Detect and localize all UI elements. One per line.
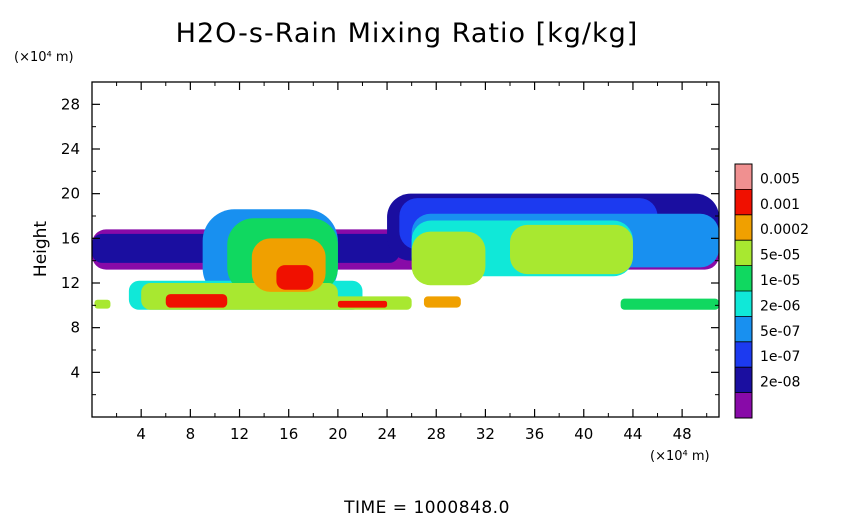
colorbar-swatch-4 (735, 291, 752, 317)
heatmap-field (92, 193, 719, 310)
heatmap-region-16 (337, 300, 388, 308)
x-tick-label-9: 40 (574, 425, 593, 443)
heatmap-region-19 (620, 298, 719, 310)
colorbar-swatch-8 (735, 189, 752, 215)
colorbar-swatch-6 (735, 240, 752, 266)
colorbar-label-6: 5e-07 (760, 324, 800, 340)
colorbar-label-4: 1e-05 (760, 273, 800, 289)
y-axis-unit: (×10⁴ m) (14, 50, 74, 65)
colorbar-swatch-9 (735, 164, 752, 190)
x-tick-label-3: 16 (279, 425, 298, 443)
x-tick-label-8: 36 (525, 425, 544, 443)
x-tick-label-6: 28 (427, 425, 446, 443)
colorbar-label-1: 0.001 (760, 197, 800, 213)
colorbar-label-7: 1e-07 (760, 349, 800, 365)
y-tick-label-0: 4 (70, 363, 80, 381)
chart-title: H2O-s-Rain Mixing Ratio [kg/kg] (176, 18, 639, 49)
colorbar-swatch-3 (735, 316, 752, 342)
heatmap-region-9 (510, 224, 633, 275)
y-tick-label-1: 8 (70, 319, 80, 337)
time-label: TIME = 1000848.0 (343, 498, 510, 518)
y-axis-label: Height (31, 221, 51, 278)
y-tick-label-2: 12 (61, 274, 80, 292)
y-tick-label-4: 20 (61, 185, 80, 203)
x-tick-label-1: 8 (186, 425, 196, 443)
x-tick-label-2: 12 (230, 425, 249, 443)
heatmap-region-18 (94, 299, 111, 309)
colorbar-label-8: 2e-08 (760, 375, 800, 391)
x-tick-label-4: 20 (328, 425, 347, 443)
x-tick-label-7: 32 (476, 425, 495, 443)
colorbar-label-0: 0.005 (760, 171, 800, 187)
y-axis: 4 8 12 16 20 24 28 (61, 81, 719, 396)
x-tick-label-0: 4 (136, 425, 146, 443)
colorbar-swatch-5 (735, 265, 752, 291)
heatmap-region-17 (423, 296, 461, 308)
colorbar-swatch-7 (735, 214, 752, 241)
colorbar-label-5: 2e-06 (760, 298, 800, 314)
heatmap-region-14 (276, 265, 314, 290)
x-tick-label-5: 24 (378, 425, 397, 443)
colorbar: 0.005 0.001 0.0002 5e-05 1e-05 2e-06 5e-07 1e-0… (734, 163, 809, 419)
heatmap-region-13 (165, 294, 228, 308)
x-axis-unit: (×10⁴ m) (650, 449, 710, 464)
y-tick-label-3: 16 (61, 229, 80, 247)
x-tick-label-10: 44 (623, 425, 642, 443)
colorbar-label-2: 0.0002 (760, 222, 809, 238)
y-tick-label-6: 28 (61, 95, 80, 113)
x-axis: 4 8 12 16 20 24 28 32 36 40 44 48 (116, 82, 708, 443)
colorbar-swatch-2 (735, 341, 752, 368)
plot-frame (91, 81, 720, 418)
colorbar-label-3: 5e-05 (760, 248, 800, 264)
y-tick-label-5: 24 (61, 140, 80, 158)
colorbar-swatch-1 (735, 367, 752, 393)
x-tick-label-11: 48 (673, 425, 692, 443)
heatmap-region-10 (411, 231, 486, 286)
colorbar-swatch-0 (735, 392, 752, 418)
